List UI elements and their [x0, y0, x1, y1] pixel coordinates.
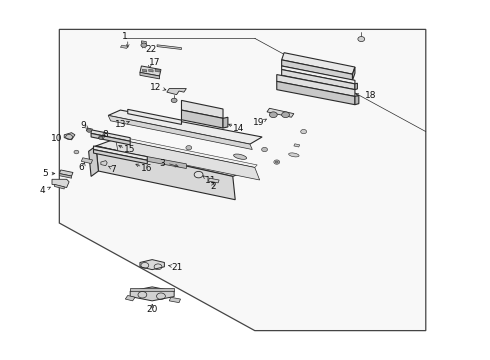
Polygon shape: [116, 139, 260, 180]
Polygon shape: [91, 134, 130, 145]
Polygon shape: [352, 67, 355, 80]
Text: 15: 15: [124, 145, 136, 154]
Polygon shape: [355, 95, 359, 105]
Polygon shape: [116, 136, 257, 167]
Polygon shape: [143, 69, 147, 72]
Polygon shape: [355, 83, 357, 90]
Polygon shape: [130, 287, 174, 301]
Polygon shape: [140, 66, 161, 76]
Polygon shape: [181, 110, 223, 128]
Polygon shape: [277, 81, 355, 105]
Text: 22: 22: [146, 45, 157, 54]
Ellipse shape: [234, 154, 246, 159]
Circle shape: [301, 130, 307, 134]
Polygon shape: [223, 117, 228, 128]
Polygon shape: [125, 296, 135, 301]
Polygon shape: [59, 30, 426, 330]
Circle shape: [275, 161, 278, 163]
Text: 11: 11: [205, 176, 217, 185]
Polygon shape: [59, 170, 73, 176]
Polygon shape: [108, 110, 262, 144]
Polygon shape: [282, 69, 355, 90]
Text: 19: 19: [253, 118, 265, 127]
Polygon shape: [140, 260, 164, 270]
Text: 18: 18: [365, 91, 376, 100]
Polygon shape: [123, 152, 186, 168]
Polygon shape: [108, 116, 252, 149]
Polygon shape: [167, 89, 186, 95]
Text: 17: 17: [149, 58, 160, 67]
Text: 2: 2: [210, 181, 216, 190]
Polygon shape: [130, 288, 174, 291]
Text: 6: 6: [78, 163, 84, 172]
Text: 14: 14: [233, 123, 245, 132]
Polygon shape: [91, 130, 130, 141]
Text: 13: 13: [115, 120, 126, 129]
Polygon shape: [98, 136, 104, 139]
Text: 4: 4: [39, 186, 45, 195]
Polygon shape: [294, 144, 300, 147]
Polygon shape: [59, 174, 72, 178]
Text: 16: 16: [141, 164, 152, 173]
Circle shape: [262, 147, 268, 152]
Polygon shape: [101, 161, 107, 166]
Circle shape: [171, 98, 177, 103]
Polygon shape: [81, 158, 93, 163]
Text: 9: 9: [80, 121, 86, 130]
Circle shape: [74, 150, 79, 154]
Text: 8: 8: [103, 130, 109, 139]
Polygon shape: [140, 72, 159, 79]
Polygon shape: [267, 108, 294, 117]
Polygon shape: [94, 146, 147, 160]
Polygon shape: [96, 146, 235, 200]
Circle shape: [194, 171, 203, 178]
Polygon shape: [94, 149, 147, 164]
Circle shape: [87, 129, 92, 132]
Polygon shape: [282, 66, 355, 84]
Text: 7: 7: [110, 165, 116, 174]
Text: 20: 20: [147, 305, 158, 314]
Polygon shape: [157, 45, 181, 49]
Circle shape: [358, 37, 365, 41]
Text: 21: 21: [171, 263, 182, 272]
Circle shape: [99, 136, 103, 139]
Polygon shape: [169, 297, 180, 303]
Circle shape: [274, 160, 280, 164]
Polygon shape: [54, 184, 64, 189]
Polygon shape: [86, 128, 93, 132]
Polygon shape: [208, 178, 219, 183]
Polygon shape: [181, 100, 223, 118]
Polygon shape: [128, 109, 181, 125]
Circle shape: [270, 112, 277, 118]
Text: 10: 10: [51, 134, 63, 143]
Polygon shape: [282, 53, 355, 74]
Polygon shape: [121, 45, 128, 48]
Circle shape: [141, 43, 147, 47]
Circle shape: [186, 145, 192, 150]
Polygon shape: [96, 139, 255, 176]
Text: 12: 12: [150, 83, 162, 92]
Polygon shape: [155, 69, 159, 72]
Polygon shape: [89, 146, 98, 176]
Polygon shape: [52, 179, 69, 188]
Text: 1: 1: [122, 32, 128, 41]
Polygon shape: [64, 133, 75, 140]
Polygon shape: [142, 41, 147, 44]
Polygon shape: [277, 75, 355, 96]
Circle shape: [282, 112, 290, 118]
Polygon shape: [149, 69, 153, 72]
Text: 5: 5: [42, 169, 48, 178]
Ellipse shape: [289, 153, 299, 157]
Polygon shape: [282, 60, 352, 80]
Text: 3: 3: [159, 159, 165, 168]
